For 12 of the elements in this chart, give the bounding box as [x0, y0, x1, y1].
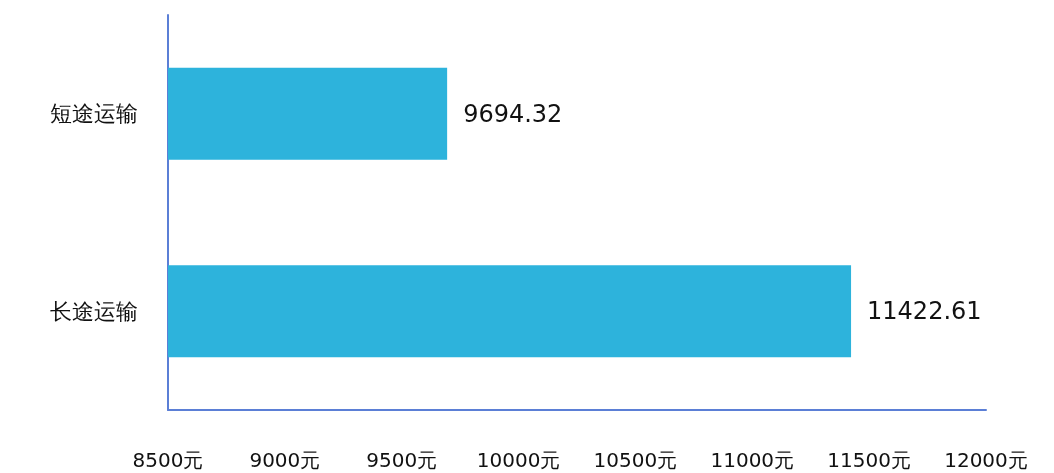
y-tick-label: 短途运输	[50, 101, 138, 127]
x-tick-label: 11000元	[710, 448, 795, 472]
x-tick-label: 10000元	[476, 448, 561, 472]
x-tick-label: 8500元	[132, 448, 204, 472]
x-tick-label: 11500元	[827, 448, 911, 472]
x-tick-label: 10500元	[593, 448, 678, 472]
x-tick-label: 12000元	[944, 448, 1028, 472]
data-label: 11422.61	[867, 297, 982, 326]
y-tick-label: 长途运输	[50, 298, 138, 324]
x-tick-label: 9000元	[249, 448, 321, 472]
data-label: 9694.32	[463, 99, 563, 128]
x-tick-label: 9500元	[366, 448, 438, 472]
